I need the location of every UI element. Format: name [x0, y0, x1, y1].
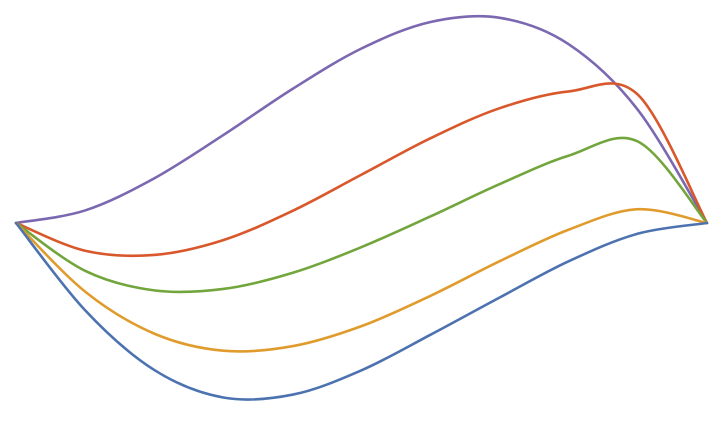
series-layer: [14, 14, 709, 401]
series-line-5: [14, 221, 709, 401]
series-line-2: [14, 82, 709, 258]
series-line-3: [14, 136, 709, 294]
series-line-1: [14, 14, 709, 225]
series-line-4: [14, 207, 709, 353]
